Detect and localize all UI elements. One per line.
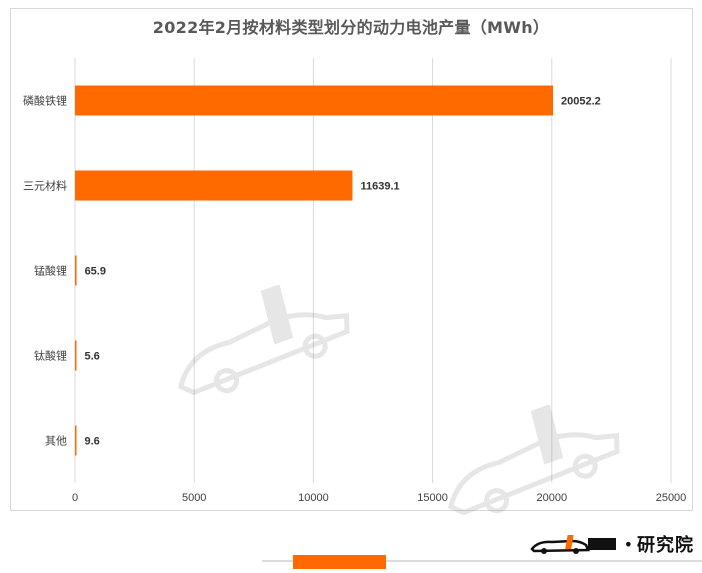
value-label: 65.9: [85, 266, 106, 278]
footer-divider-right: [386, 560, 702, 562]
x-tick-label: 20000: [537, 492, 568, 504]
x-tick-label: 0: [72, 492, 78, 504]
chart-title: 2022年2月按材料类型划分的动力电池产量（MWh）: [152, 18, 550, 37]
x-tick-label: 15000: [417, 492, 448, 504]
value-label: 11639.1: [360, 181, 399, 193]
footer-divider-left: [262, 560, 293, 562]
bar: [75, 170, 353, 201]
bars-layer: [75, 85, 554, 456]
x-tick-label: 25000: [656, 492, 687, 504]
bar: [75, 340, 77, 371]
brand-logo-icon: [529, 535, 616, 554]
value-label: 20052.2: [561, 96, 601, 108]
category-label: 钛酸锂: [34, 349, 67, 363]
category-label: 磷酸铁锂: [23, 94, 67, 108]
value-label: 5.6: [85, 351, 100, 363]
brand-text: 研究院: [637, 535, 694, 556]
grid-layer: [74, 58, 672, 483]
x-tick-label: 5000: [182, 492, 206, 504]
bar: [75, 425, 77, 456]
bar: [75, 85, 554, 116]
category-label: 其他: [45, 435, 67, 448]
category-label: 三元材料: [23, 179, 67, 193]
brand-mark: • 研究院: [528, 532, 694, 556]
x-tick-label: 10000: [298, 492, 329, 504]
footer-accent-bar: [293, 555, 386, 569]
bar: [75, 255, 77, 286]
brand-separator: •: [623, 534, 633, 554]
value-label: 9.6: [85, 436, 100, 448]
category-label: 锰酸锂: [34, 264, 67, 278]
labels-layer: 0 5000 10000 15000 20000 25000 磷酸铁锂 20052.2 三元材料…: [23, 94, 686, 505]
